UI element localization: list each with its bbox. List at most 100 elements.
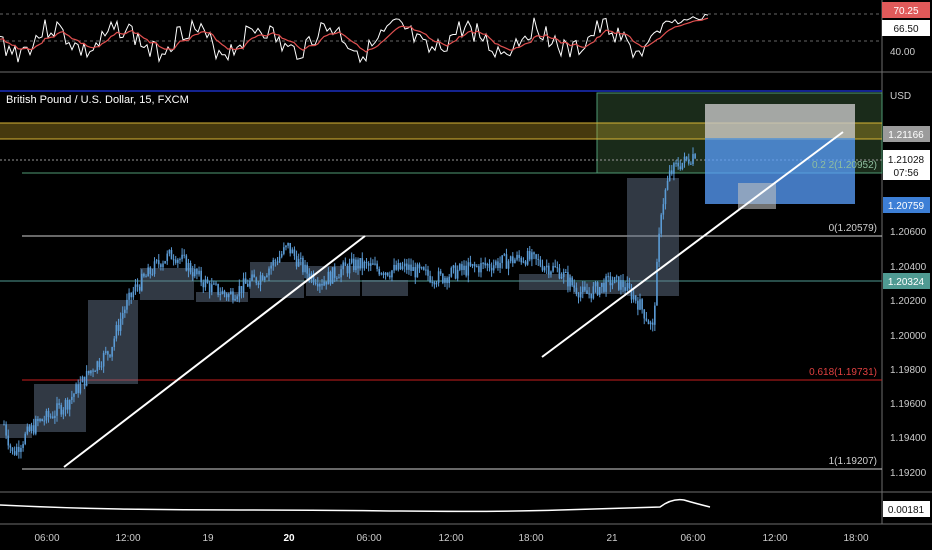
candle-body [113, 338, 116, 347]
candle-body [410, 264, 412, 271]
candle-body [609, 276, 612, 286]
candle-body [85, 370, 88, 386]
candle-body [418, 264, 421, 269]
candle-body [68, 399, 71, 410]
candle-body [90, 370, 92, 374]
range-box [88, 300, 138, 384]
rsi-current-badge-text: 66.50 [893, 24, 918, 35]
candle-body [579, 292, 582, 298]
candle-body [295, 256, 298, 267]
candle-body [380, 273, 383, 275]
time-tick: 06:00 [34, 533, 59, 544]
candle-body [11, 447, 14, 452]
candle-body [565, 271, 567, 273]
candle-body [514, 259, 516, 264]
candle-body [651, 322, 654, 325]
candle-body [592, 286, 595, 299]
range-box [34, 384, 86, 432]
range-box [250, 262, 304, 298]
candle-body [291, 249, 294, 254]
candle-body [569, 277, 571, 287]
candles [3, 147, 696, 459]
candle-body [287, 242, 289, 246]
time-axis[interactable]: 06:00 12:00 19 20 06:00 12:00 18:00 21 0… [34, 533, 868, 544]
trendline-1[interactable] [63, 235, 366, 468]
resistance-band[interactable] [0, 123, 882, 139]
candle-body [573, 285, 576, 288]
candle-body [365, 261, 368, 264]
candle-body [170, 249, 173, 260]
candle-body [662, 204, 665, 215]
time-tick: 20 [283, 533, 295, 544]
candle-body [603, 282, 605, 292]
candle-body [465, 265, 467, 276]
candle-body [482, 262, 484, 264]
candle-body [18, 446, 20, 452]
candle-body [350, 258, 353, 263]
currency-label: USD [890, 91, 911, 102]
candle-body [512, 256, 514, 264]
candle-body [401, 266, 404, 270]
candle-body [355, 259, 357, 271]
candle-body [259, 275, 262, 285]
candle-body [35, 418, 37, 434]
candle-body [276, 261, 279, 263]
candle-body [562, 271, 565, 278]
target-zone[interactable] [705, 138, 855, 204]
candle-body [329, 271, 332, 284]
candle-body [174, 259, 177, 263]
candle-body [671, 170, 673, 174]
candle-body [382, 273, 385, 275]
candle-body [490, 267, 493, 271]
candle-body [376, 263, 378, 269]
lower-indicator-panel[interactable]: 0.00181 [0, 498, 930, 517]
candle-body [641, 299, 643, 310]
candle-body [503, 254, 506, 256]
candle-body [56, 403, 58, 416]
stop-zone[interactable] [705, 104, 855, 138]
candle-body [518, 254, 520, 258]
candle-body [348, 262, 351, 274]
candle-body [391, 270, 393, 278]
candle-body [620, 280, 622, 290]
time-tick: 12:00 [115, 533, 140, 544]
candle-body [435, 282, 438, 285]
target-badge-text: 1.20759 [888, 201, 925, 212]
candle-body [187, 262, 190, 271]
candle-body [431, 281, 434, 283]
candle-body [257, 283, 260, 285]
symbol-title: British Pound / U.S. Dollar, 15, FXCM [6, 94, 189, 106]
candle-body [425, 269, 427, 271]
candle-body [632, 295, 635, 300]
range-box [362, 280, 408, 296]
candle-body [132, 291, 135, 298]
candle-body [20, 447, 22, 452]
candle-body [550, 271, 552, 275]
candle-body [628, 282, 631, 288]
candle-body [62, 409, 65, 415]
candle-body [289, 242, 291, 254]
price-tick: 1.20400 [890, 262, 927, 273]
candle-body [488, 264, 491, 268]
candle-body [280, 253, 283, 257]
candle-body [357, 259, 359, 269]
price-axis[interactable]: USD 1.20600 1.20400 1.20200 1.20000 1.19… [883, 91, 930, 479]
fib-label-1: 1(1.19207) [829, 456, 877, 467]
candle-body [266, 275, 268, 278]
candle-body [446, 277, 448, 284]
candle-body [478, 266, 480, 273]
candle-body [444, 277, 446, 283]
candle-body [416, 264, 419, 278]
trendline-2[interactable] [541, 131, 844, 358]
candle-body [244, 278, 247, 284]
rsi-panel[interactable] [0, 13, 882, 64]
candle-body [153, 261, 156, 275]
candle-body [427, 269, 429, 276]
candle-body [456, 269, 459, 279]
candle-body [145, 276, 147, 278]
candle-body [497, 261, 499, 268]
candle-body [124, 309, 126, 314]
price-panel[interactable]: British Pound / U.S. Dollar, 15, FXCM 0(… [0, 90, 883, 470]
range-boxes [0, 178, 679, 438]
